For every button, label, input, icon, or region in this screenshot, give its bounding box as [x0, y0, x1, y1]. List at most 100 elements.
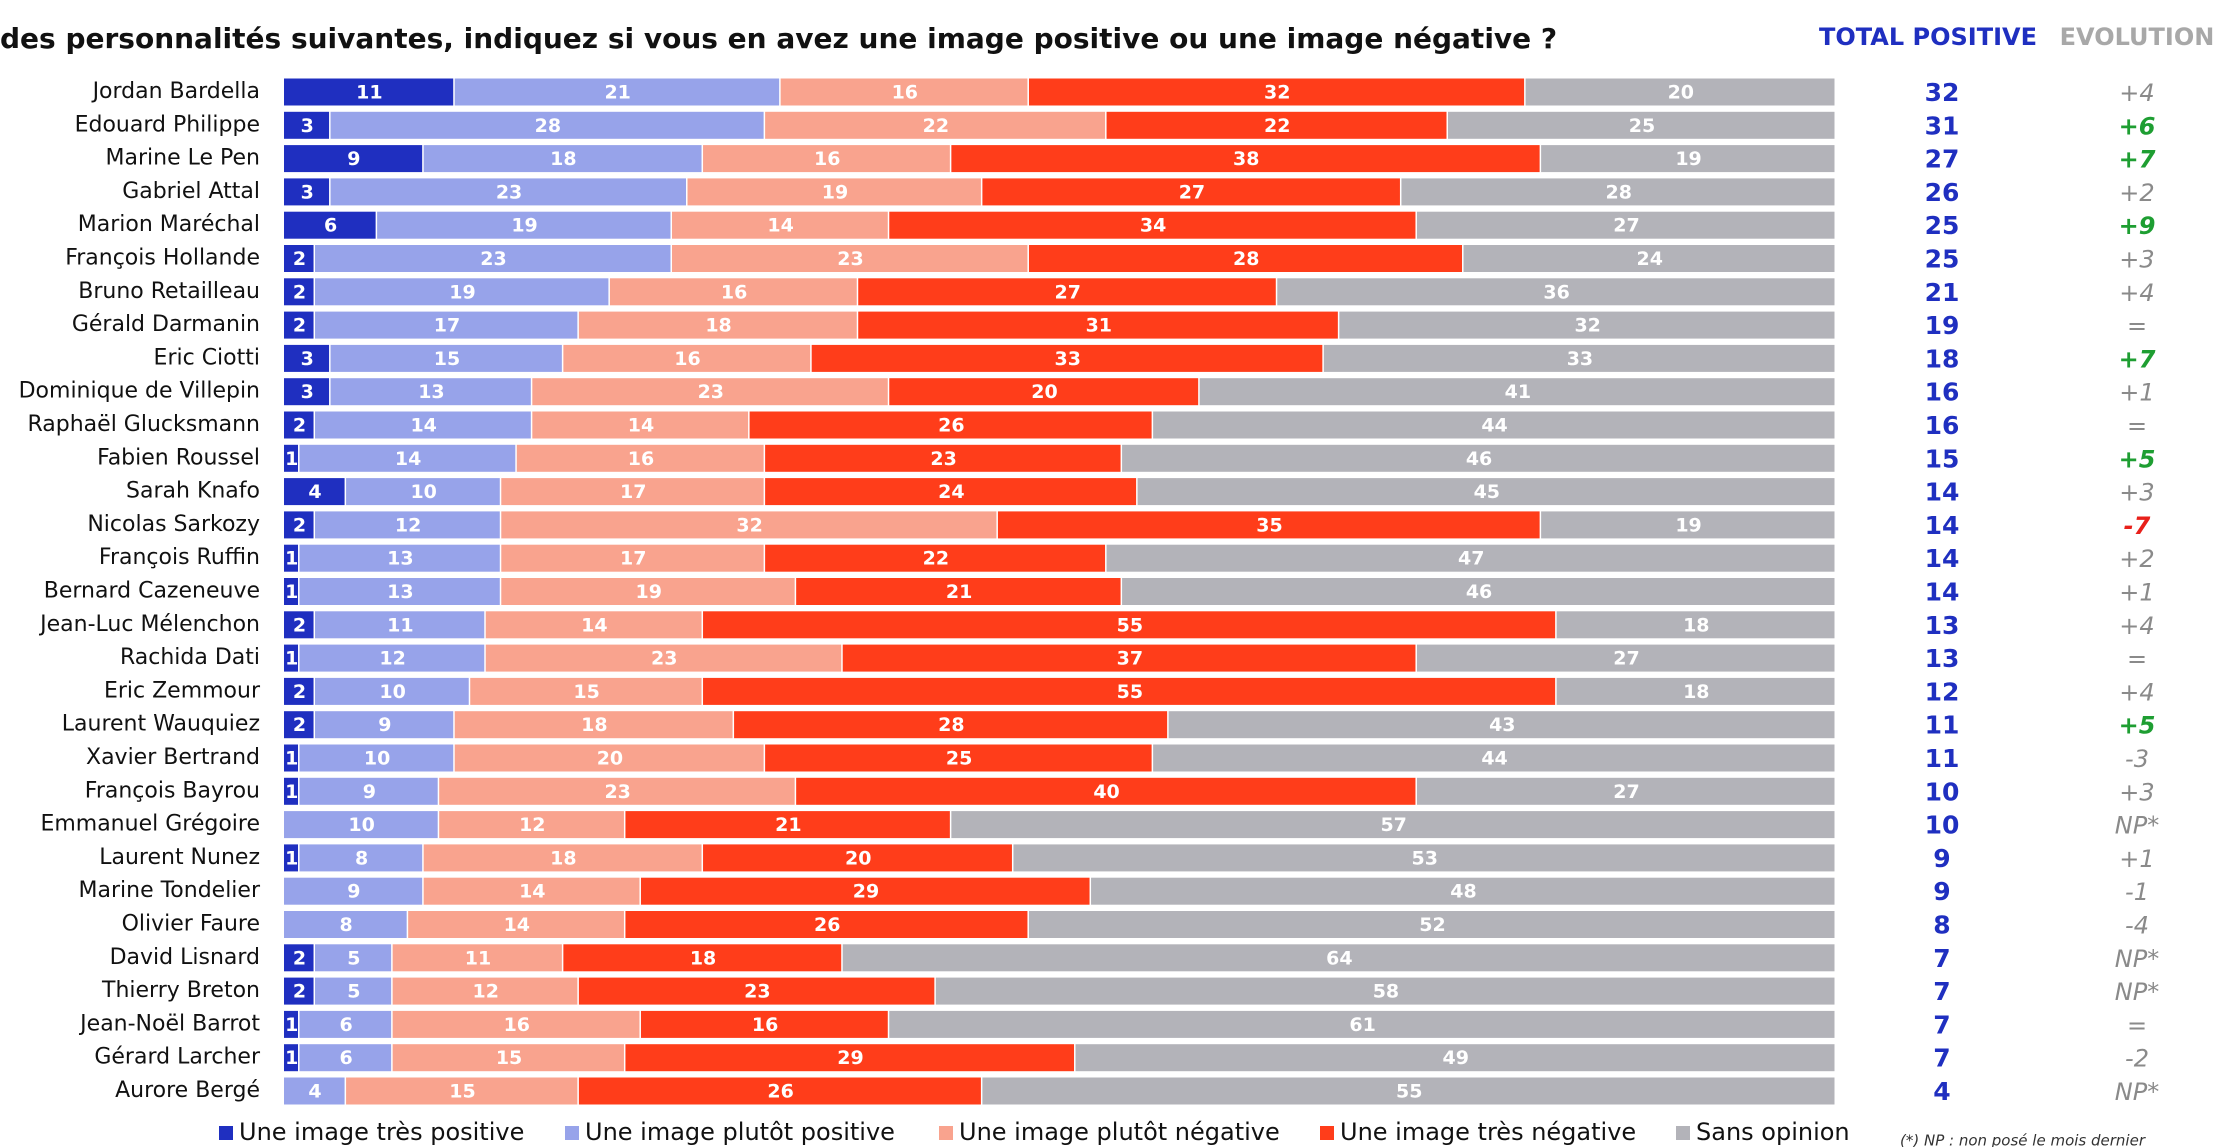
value-label: 27	[1179, 181, 1205, 203]
value-label: 20	[1031, 381, 1057, 403]
value-label: 3	[301, 181, 314, 203]
bar-segment	[672, 245, 1028, 272]
bar-segment	[501, 578, 795, 605]
value-label: 12	[395, 514, 421, 536]
bar-segment	[284, 111, 330, 139]
value-label: 44	[1481, 748, 1507, 770]
bar-segment	[811, 344, 1323, 372]
value-label: 19	[1675, 148, 1701, 170]
bar-segment	[315, 511, 500, 539]
bar-segment	[392, 1010, 640, 1038]
value-label: 16	[814, 148, 840, 170]
value-label: 18	[550, 847, 576, 869]
value-label: 6	[324, 215, 337, 237]
value-label: 19	[1675, 514, 1701, 536]
category-label: François Ruffin	[99, 545, 260, 570]
value-label: 1	[285, 781, 298, 803]
value-label: 31	[1086, 315, 1112, 337]
value-label: 4	[308, 1081, 321, 1103]
bar-segment	[1401, 178, 1835, 206]
value-label: 11	[387, 614, 413, 636]
bar-segment	[284, 245, 314, 272]
value-label: 12	[519, 814, 545, 836]
value-label: 58	[1373, 981, 1399, 1003]
value-label: 14	[395, 448, 421, 470]
value-label: 2	[293, 681, 306, 703]
value-label: 23	[651, 648, 677, 670]
category-label: Marine Le Pen	[106, 146, 260, 171]
value-label: 33	[1055, 348, 1081, 370]
value-label: 32	[1264, 82, 1290, 104]
bar-segment	[299, 777, 438, 805]
total-value: 26	[1925, 178, 1960, 207]
total-value: 14	[1925, 478, 1960, 507]
bar-segment	[1463, 245, 1835, 272]
evolution-value: +5	[2119, 712, 2156, 740]
value-label: 23	[744, 981, 770, 1003]
evolution-value: -2	[2125, 1045, 2149, 1073]
value-label: 10	[348, 814, 374, 836]
bar-segment	[889, 1010, 1835, 1038]
value-label: 8	[339, 914, 352, 936]
bar-segment	[284, 444, 299, 472]
value-label: 26	[814, 914, 840, 936]
bar-segment	[439, 777, 795, 805]
category-label: François Hollande	[65, 246, 260, 271]
value-label: 37	[1117, 648, 1143, 670]
bar-segment	[1028, 78, 1525, 106]
bar-segment	[516, 444, 764, 472]
bar-segment	[796, 578, 1121, 605]
category-label: Rachida Dati	[120, 645, 260, 670]
value-label: 28	[535, 115, 561, 137]
value-label: 6	[339, 1014, 352, 1036]
bar-segment	[532, 411, 749, 439]
value-label: 16	[504, 1014, 530, 1036]
bar-segment	[703, 677, 1556, 705]
total-value: 25	[1925, 245, 1960, 274]
evolution-header: EVOLUTION	[2060, 23, 2213, 51]
bar-segment	[377, 211, 671, 239]
value-label: 48	[1450, 881, 1476, 903]
legend-swatch	[1320, 1126, 1334, 1140]
value-label: 19	[822, 181, 848, 203]
value-label: 25	[1629, 115, 1655, 137]
bar-segment	[609, 278, 857, 306]
bar-segment	[315, 311, 578, 339]
evolution-value: NP*	[2115, 812, 2159, 840]
value-label: 28	[938, 714, 964, 736]
bar-segment	[842, 944, 1835, 972]
evolution-value: +6	[2119, 112, 2156, 140]
value-label: 23	[480, 248, 506, 270]
bar-segment	[889, 378, 1199, 406]
value-label: 14	[628, 415, 654, 437]
value-label: 11	[356, 82, 382, 104]
bar-segment	[330, 344, 562, 372]
value-label: 23	[604, 781, 630, 803]
bar-segment	[1541, 511, 1835, 539]
value-label: 25	[946, 748, 972, 770]
category-label: Xavier Bertrand	[86, 745, 260, 770]
value-label: 10	[364, 748, 390, 770]
value-label: 45	[1474, 481, 1500, 503]
value-label: 27	[1613, 215, 1639, 237]
value-label: 27	[1613, 781, 1639, 803]
bar-segment	[299, 578, 500, 605]
category-label: Emmanuel Grégoire	[40, 812, 260, 837]
total-value: 13	[1925, 611, 1960, 640]
value-label: 16	[674, 348, 700, 370]
value-label: 15	[573, 681, 599, 703]
value-label: 55	[1117, 681, 1143, 703]
bar-segment	[315, 245, 671, 272]
value-label: 34	[1140, 215, 1166, 237]
total-value: 4	[1933, 1077, 1950, 1106]
value-label: 5	[347, 981, 360, 1003]
value-label: 21	[604, 82, 630, 104]
value-label: 28	[1233, 248, 1259, 270]
bar-segment	[284, 1077, 345, 1105]
bar-segment	[1339, 311, 1835, 339]
value-label: 2	[293, 315, 306, 337]
value-label: 17	[620, 481, 646, 503]
category-label: Laurent Nunez	[99, 845, 260, 870]
value-label: 3	[301, 115, 314, 137]
value-label: 64	[1326, 947, 1352, 969]
